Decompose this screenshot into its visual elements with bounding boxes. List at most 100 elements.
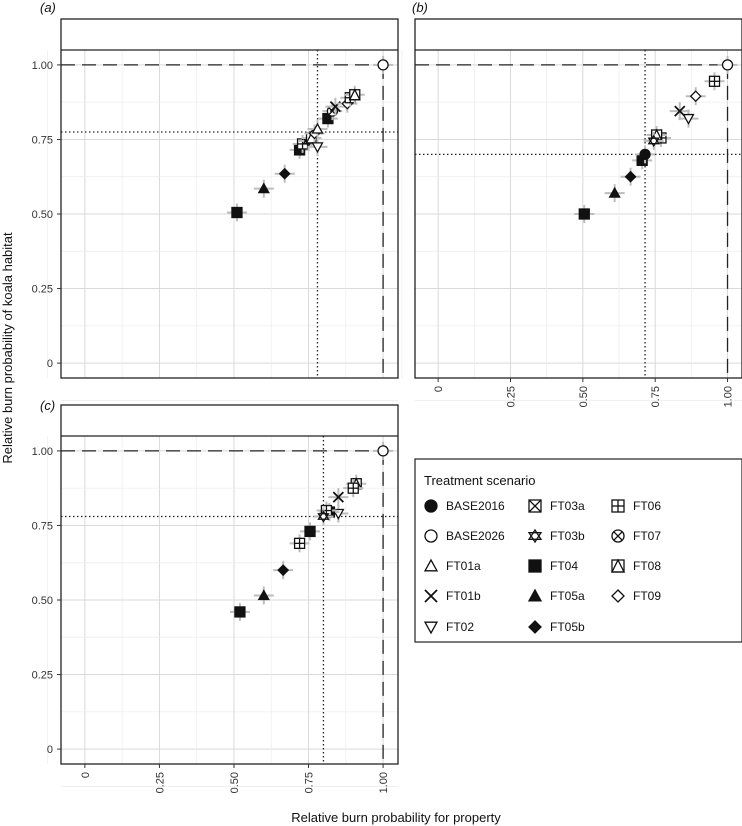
x-tick-label: 0 (80, 772, 92, 778)
legend-label: FT05b (550, 620, 585, 634)
legend-label: FT02 (446, 620, 474, 634)
panel-frame (414, 18, 742, 379)
point-ft02 (307, 137, 328, 156)
legend-frame (414, 458, 742, 643)
grid (47, 50, 398, 401)
legend-marker-icon (423, 621, 439, 635)
panel-a: (a) 0 0.25 0.50 0.75 1.00 (32, 0, 399, 401)
legend-item-ft03a: FT03a (528, 499, 585, 513)
legend-title: Treatment scenario (424, 473, 536, 488)
legend-label: FT04 (550, 559, 578, 573)
legend-marker-icon (611, 499, 625, 513)
legend-marker-icon (527, 588, 543, 602)
legend-label: FT03a (550, 499, 585, 513)
legend-item-ft01a: FT01a (423, 558, 481, 573)
point-ft04 (226, 203, 247, 222)
panel-frame (60, 18, 399, 379)
y-tick-label: 1.00 (32, 446, 53, 458)
legend-item-ft05b: FT05b (528, 620, 585, 634)
panel-background (415, 19, 742, 378)
y-tick-label: 1.00 (32, 60, 53, 72)
data-points (574, 55, 738, 223)
x-tick-label: 0.75 (650, 386, 662, 407)
legend-item-ft05a: FT05a (527, 588, 585, 603)
legend-marker-icon (424, 589, 438, 603)
legend: Treatment scenario BASE2016 FT03a FT06 BASE2… (414, 458, 742, 643)
point-base2016 (635, 145, 656, 164)
legend-marker-icon (528, 559, 542, 573)
data-points (226, 55, 394, 222)
y-tick-label: 0.75 (32, 520, 53, 532)
panel-b: (b) 0 0.25 0.50 0.75 1.00 (401, 0, 742, 407)
y-tick-label: 0.25 (32, 670, 53, 682)
point-base2026 (373, 55, 394, 74)
point-ft03b (313, 507, 334, 526)
point-ft01b (328, 488, 349, 507)
x-tick-label: 0.50 (229, 772, 241, 793)
point-ft08 (344, 85, 365, 104)
legend-item-base2016: BASE2016 (424, 499, 505, 513)
x-tick-label: 0.75 (304, 772, 316, 793)
point-ft01b (669, 102, 690, 121)
point-ft05a (604, 184, 625, 203)
legend-marker-icon (423, 558, 439, 572)
x-tick-label: 0.25 (154, 772, 166, 793)
point-ft06 (289, 534, 310, 553)
legend-marker-icon (527, 528, 543, 544)
legend-item-ft09: FT09 (611, 589, 661, 603)
legend-label: FT03b (550, 529, 585, 543)
legend-label: FT08 (633, 559, 661, 573)
x-tick-label: 1.00 (723, 386, 735, 407)
legend-item-ft03b: FT03b (527, 528, 585, 544)
legend-item-ft01b: FT01b (424, 589, 481, 603)
point-ft06 (343, 479, 364, 498)
point-ft02 (678, 109, 699, 128)
y-tick-label: 0.25 (32, 284, 53, 296)
panel-background (61, 405, 398, 764)
legend-marker-icon (610, 558, 626, 573)
legend-item-ft08: FT08 (610, 558, 661, 573)
panel-background (61, 19, 398, 378)
legend-item-ft02: FT02 (423, 620, 474, 635)
grid (47, 436, 398, 787)
x-tick-label: 0.50 (578, 386, 590, 407)
y-tick-label: 0.50 (32, 595, 53, 607)
legend-label: BASE2026 (446, 529, 505, 543)
data-points (229, 441, 394, 621)
point-ft05b (274, 164, 295, 183)
scatter-panels: (a) 0 0.25 0.50 0.75 1.00 (b) 0 0.25 0.50 0.75 1.00… (32, 0, 742, 793)
y-tick-label: 0 (47, 744, 53, 756)
point-ft09 (685, 87, 706, 106)
panel-label: (a) (40, 0, 56, 15)
legend-item-base2026: BASE2026 (424, 529, 505, 543)
legend-marker-icon (424, 499, 438, 513)
point-ft03b (643, 131, 664, 150)
point-ft05a (253, 179, 274, 198)
panel-c: (c) 0 0.25 0.50 0.75 1.00 0 0.25 0.50 0.75 1.00 (32, 398, 399, 793)
point-ft05b (273, 561, 294, 580)
y-axis-title: Relative burn probability of koala habit… (0, 232, 15, 464)
legend-label: FT05a (550, 589, 585, 603)
point-ft04 (574, 205, 595, 223)
y-tick-label: 0 (47, 358, 53, 370)
point-ft04 (229, 602, 250, 621)
legend-label: FT06 (633, 499, 661, 513)
legend-marker-icon (424, 529, 438, 543)
legend-marker-icon (611, 529, 625, 543)
legend-item-ft07: FT07 (611, 529, 661, 543)
legend-marker-icon (528, 620, 542, 634)
legend-marker-icon (528, 499, 542, 513)
point-base2026 (717, 55, 738, 74)
legend-label: FT09 (633, 589, 661, 603)
y-tick-label: 0.50 (32, 209, 53, 221)
point-ft04 (300, 522, 321, 541)
legend-item-ft04: FT04 (528, 559, 578, 573)
x-tick-label: 0 (433, 386, 445, 392)
point-ft01a (307, 120, 328, 139)
x-tick-label: 1.00 (378, 772, 390, 793)
panel-label: (c) (40, 398, 55, 413)
legend-label: FT01a (446, 559, 481, 573)
legend-label: BASE2016 (446, 499, 505, 513)
legend-marker-icon (611, 589, 625, 603)
